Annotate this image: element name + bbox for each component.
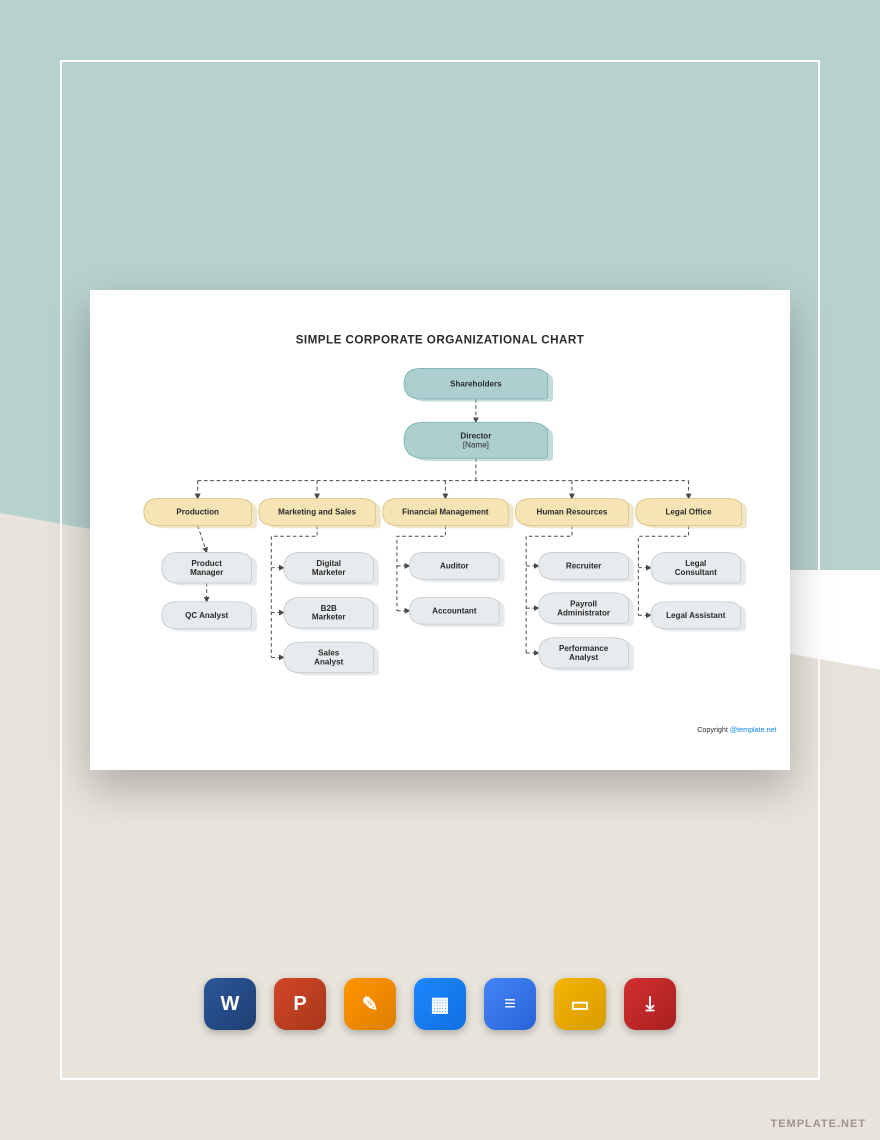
svg-text:Digital: Digital	[316, 559, 341, 568]
node-la: Legal Assistant	[651, 602, 746, 632]
svg-text:Legal Office: Legal Office	[666, 508, 713, 517]
org-chart-card: SIMPLE CORPORATE ORGANIZATIONAL CHART Sha…	[90, 290, 790, 770]
svg-text:Recruiter: Recruiter	[566, 562, 602, 571]
node-qc: QC Analyst	[162, 602, 257, 632]
svg-text:QC Analyst: QC Analyst	[185, 611, 228, 620]
svg-text:Director: Director	[460, 431, 492, 440]
node-dm: DigitalMarketer	[284, 552, 379, 585]
keynote-icon[interactable]: ▦	[414, 978, 466, 1030]
svg-text:Payroll: Payroll	[570, 599, 597, 608]
svg-text:SIMPLE CORPORATE ORGANIZATIONA: SIMPLE CORPORATE ORGANIZATIONAL CHART	[296, 333, 585, 346]
svg-text:Copyright @template.net: Copyright @template.net	[697, 726, 776, 734]
node-prod: Production	[144, 499, 257, 529]
node-acc: Accountant	[409, 597, 504, 627]
node-mkt: Marketing and Sales	[259, 499, 381, 529]
svg-text:[Name]: [Name]	[463, 440, 489, 449]
node-sa: SalesAnalyst	[284, 642, 379, 675]
svg-text:Marketing and Sales: Marketing and Sales	[278, 508, 356, 517]
node-leg: Legal Office	[636, 499, 747, 529]
svg-text:B2B: B2B	[321, 604, 337, 613]
node-aud: Auditor	[409, 552, 504, 582]
node-dir: Director[Name]	[404, 422, 553, 461]
svg-text:Analyst: Analyst	[569, 653, 598, 662]
watermark-text: TEMPLATE.NET	[770, 1118, 866, 1130]
word-icon[interactable]: W	[204, 978, 256, 1030]
svg-text:Analyst: Analyst	[314, 658, 343, 667]
svg-text:Financial Management: Financial Management	[402, 508, 489, 517]
node-hr: Human Resources	[515, 499, 633, 529]
svg-text:Performance: Performance	[559, 644, 609, 653]
svg-text:Sales: Sales	[318, 649, 340, 658]
org-chart-svg: SIMPLE CORPORATE ORGANIZATIONAL CHART Sha…	[90, 290, 790, 770]
node-b2b: B2BMarketer	[284, 597, 379, 630]
svg-text:Manager: Manager	[190, 568, 224, 577]
node-rec: Recruiter	[539, 552, 634, 582]
pages-icon[interactable]: ✎	[344, 978, 396, 1030]
svg-text:Production: Production	[176, 508, 219, 517]
docs-icon[interactable]: ≡	[484, 978, 536, 1030]
pdf-icon[interactable]: ⤓	[624, 978, 676, 1030]
app-icon-row: WP ✎ ▦ ≡ ▭ ⤓	[0, 978, 880, 1030]
svg-text:Human Resources: Human Resources	[537, 508, 608, 517]
svg-text:Marketer: Marketer	[312, 613, 346, 622]
svg-text:Auditor: Auditor	[440, 562, 470, 571]
svg-text:Consultant: Consultant	[675, 568, 717, 577]
svg-text:Administrator: Administrator	[557, 608, 611, 617]
svg-text:Legal Assistant: Legal Assistant	[666, 611, 726, 620]
node-lc: LegalConsultant	[651, 552, 746, 585]
svg-text:Product: Product	[191, 559, 222, 568]
node-pay: PayrollAdministrator	[539, 593, 634, 626]
node-perf: PerformanceAnalyst	[539, 638, 634, 671]
node-sh: Shareholders	[404, 368, 553, 401]
svg-text:Legal: Legal	[685, 559, 706, 568]
svg-text:Accountant: Accountant	[432, 606, 477, 615]
node-pm: ProductManager	[162, 552, 257, 585]
slides-icon[interactable]: ▭	[554, 978, 606, 1030]
svg-text:Shareholders: Shareholders	[450, 379, 502, 388]
svg-text:Marketer: Marketer	[312, 568, 346, 577]
node-fin: Financial Management	[383, 499, 514, 529]
powerpoint-icon[interactable]: P	[274, 978, 326, 1030]
